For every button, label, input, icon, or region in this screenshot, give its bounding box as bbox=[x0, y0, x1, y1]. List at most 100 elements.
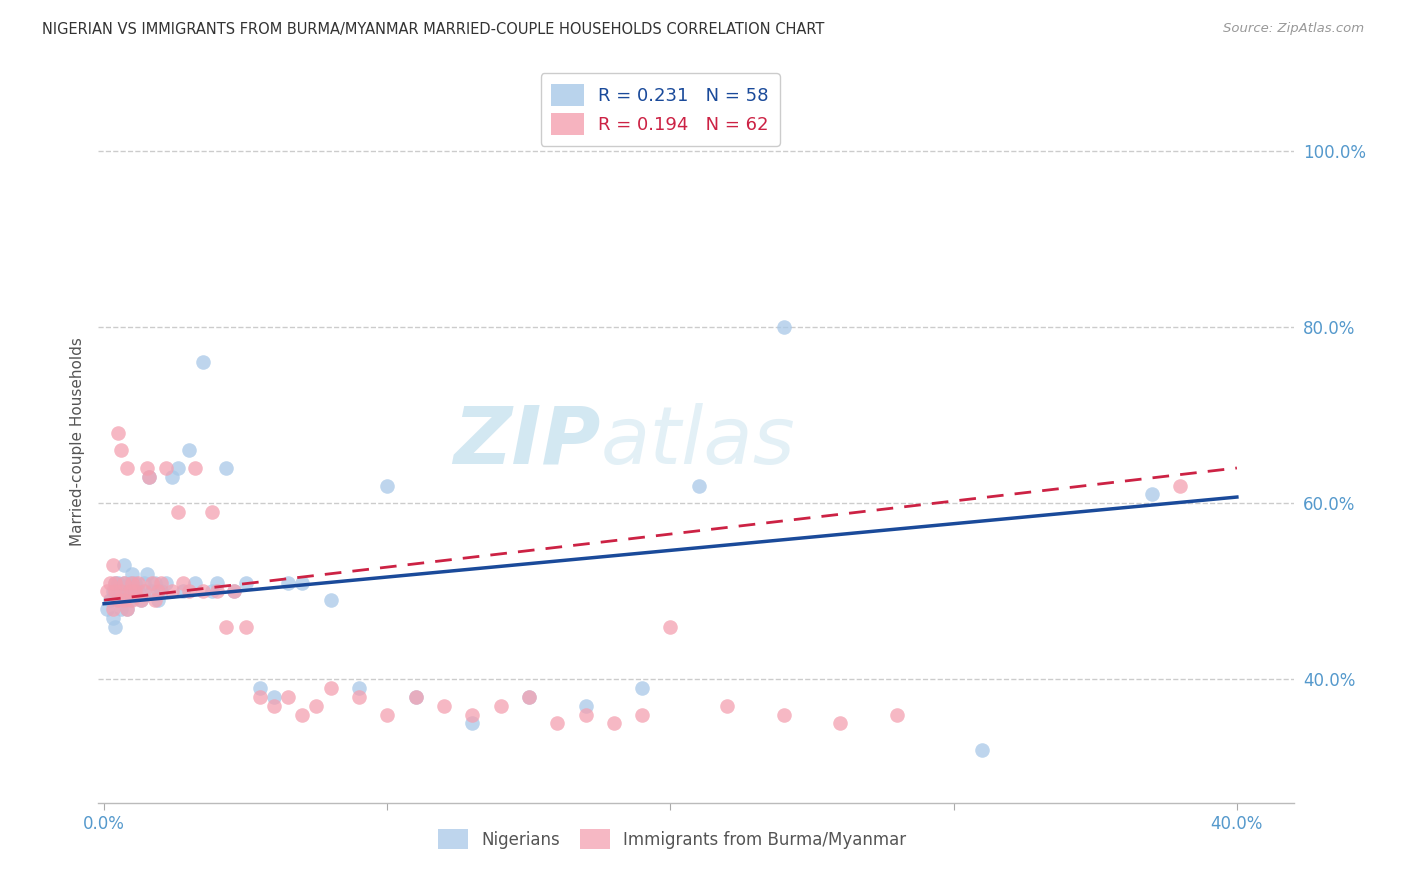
Point bbox=[224, 584, 246, 599]
Point bbox=[155, 461, 177, 475]
Point bbox=[112, 593, 135, 607]
Point bbox=[517, 690, 540, 704]
Point bbox=[101, 602, 124, 616]
Point bbox=[215, 619, 238, 633]
Point bbox=[132, 584, 155, 599]
Point bbox=[146, 593, 169, 607]
Point bbox=[166, 461, 188, 475]
Point bbox=[347, 690, 370, 704]
Point bbox=[129, 593, 152, 607]
Point bbox=[249, 690, 271, 704]
Point bbox=[183, 461, 205, 475]
Point bbox=[319, 681, 342, 696]
Point bbox=[375, 707, 398, 722]
Point bbox=[716, 698, 738, 713]
Legend: Nigerians, Immigrants from Burma/Myanmar: Nigerians, Immigrants from Burma/Myanmar bbox=[432, 822, 912, 856]
Point bbox=[772, 707, 794, 722]
Point bbox=[207, 584, 229, 599]
Point bbox=[107, 593, 129, 607]
Point bbox=[96, 602, 118, 616]
Point bbox=[631, 707, 654, 722]
Point bbox=[172, 584, 194, 599]
Point bbox=[104, 575, 127, 590]
Point bbox=[970, 743, 993, 757]
Point bbox=[121, 566, 143, 581]
Point bbox=[160, 470, 183, 484]
Point bbox=[886, 707, 908, 722]
Point bbox=[115, 584, 138, 599]
Text: atlas: atlas bbox=[600, 402, 796, 481]
Point bbox=[107, 575, 129, 590]
Point bbox=[143, 593, 166, 607]
Point bbox=[277, 575, 299, 590]
Point bbox=[101, 584, 124, 599]
Point bbox=[110, 584, 132, 599]
Point bbox=[107, 593, 129, 607]
Point bbox=[135, 566, 157, 581]
Point bbox=[603, 716, 626, 731]
Point bbox=[433, 698, 456, 713]
Point bbox=[121, 575, 143, 590]
Point bbox=[263, 698, 285, 713]
Point bbox=[688, 478, 710, 492]
Point bbox=[249, 681, 271, 696]
Point bbox=[405, 690, 427, 704]
Point bbox=[98, 593, 121, 607]
Point bbox=[263, 690, 285, 704]
Point bbox=[166, 505, 188, 519]
Point bbox=[112, 558, 135, 572]
Point bbox=[772, 320, 794, 334]
Point bbox=[574, 698, 596, 713]
Text: ZIP: ZIP bbox=[453, 402, 600, 481]
Point bbox=[207, 575, 229, 590]
Point bbox=[631, 681, 654, 696]
Point bbox=[149, 575, 172, 590]
Point bbox=[177, 584, 200, 599]
Point bbox=[201, 505, 224, 519]
Point bbox=[115, 461, 138, 475]
Point bbox=[1168, 478, 1191, 492]
Point bbox=[489, 698, 512, 713]
Point bbox=[132, 575, 155, 590]
Point bbox=[124, 575, 146, 590]
Point bbox=[659, 619, 682, 633]
Point bbox=[127, 584, 149, 599]
Text: Source: ZipAtlas.com: Source: ZipAtlas.com bbox=[1223, 22, 1364, 36]
Point bbox=[118, 584, 141, 599]
Point bbox=[101, 558, 124, 572]
Point bbox=[127, 575, 149, 590]
Point bbox=[101, 611, 124, 625]
Point bbox=[129, 593, 152, 607]
Point bbox=[138, 470, 160, 484]
Point bbox=[461, 716, 484, 731]
Point bbox=[1140, 487, 1163, 501]
Point bbox=[146, 584, 169, 599]
Point bbox=[405, 690, 427, 704]
Point bbox=[193, 584, 215, 599]
Point bbox=[107, 425, 129, 440]
Point bbox=[235, 619, 257, 633]
Point bbox=[121, 584, 143, 599]
Point bbox=[135, 461, 157, 475]
Point bbox=[104, 619, 127, 633]
Point bbox=[112, 575, 135, 590]
Point bbox=[235, 575, 257, 590]
Point bbox=[224, 584, 246, 599]
Point bbox=[112, 593, 135, 607]
Point bbox=[155, 575, 177, 590]
Point bbox=[461, 707, 484, 722]
Point bbox=[172, 575, 194, 590]
Y-axis label: Married-couple Households: Married-couple Households bbox=[69, 337, 84, 546]
Point bbox=[201, 584, 224, 599]
Point bbox=[96, 584, 118, 599]
Point bbox=[215, 461, 238, 475]
Point bbox=[160, 584, 183, 599]
Point bbox=[517, 690, 540, 704]
Text: NIGERIAN VS IMMIGRANTS FROM BURMA/MYANMAR MARRIED-COUPLE HOUSEHOLDS CORRELATION : NIGERIAN VS IMMIGRANTS FROM BURMA/MYANMA… bbox=[42, 22, 824, 37]
Point bbox=[574, 707, 596, 722]
Point bbox=[104, 575, 127, 590]
Point bbox=[830, 716, 852, 731]
Point bbox=[112, 575, 135, 590]
Point bbox=[291, 575, 314, 590]
Point bbox=[107, 584, 129, 599]
